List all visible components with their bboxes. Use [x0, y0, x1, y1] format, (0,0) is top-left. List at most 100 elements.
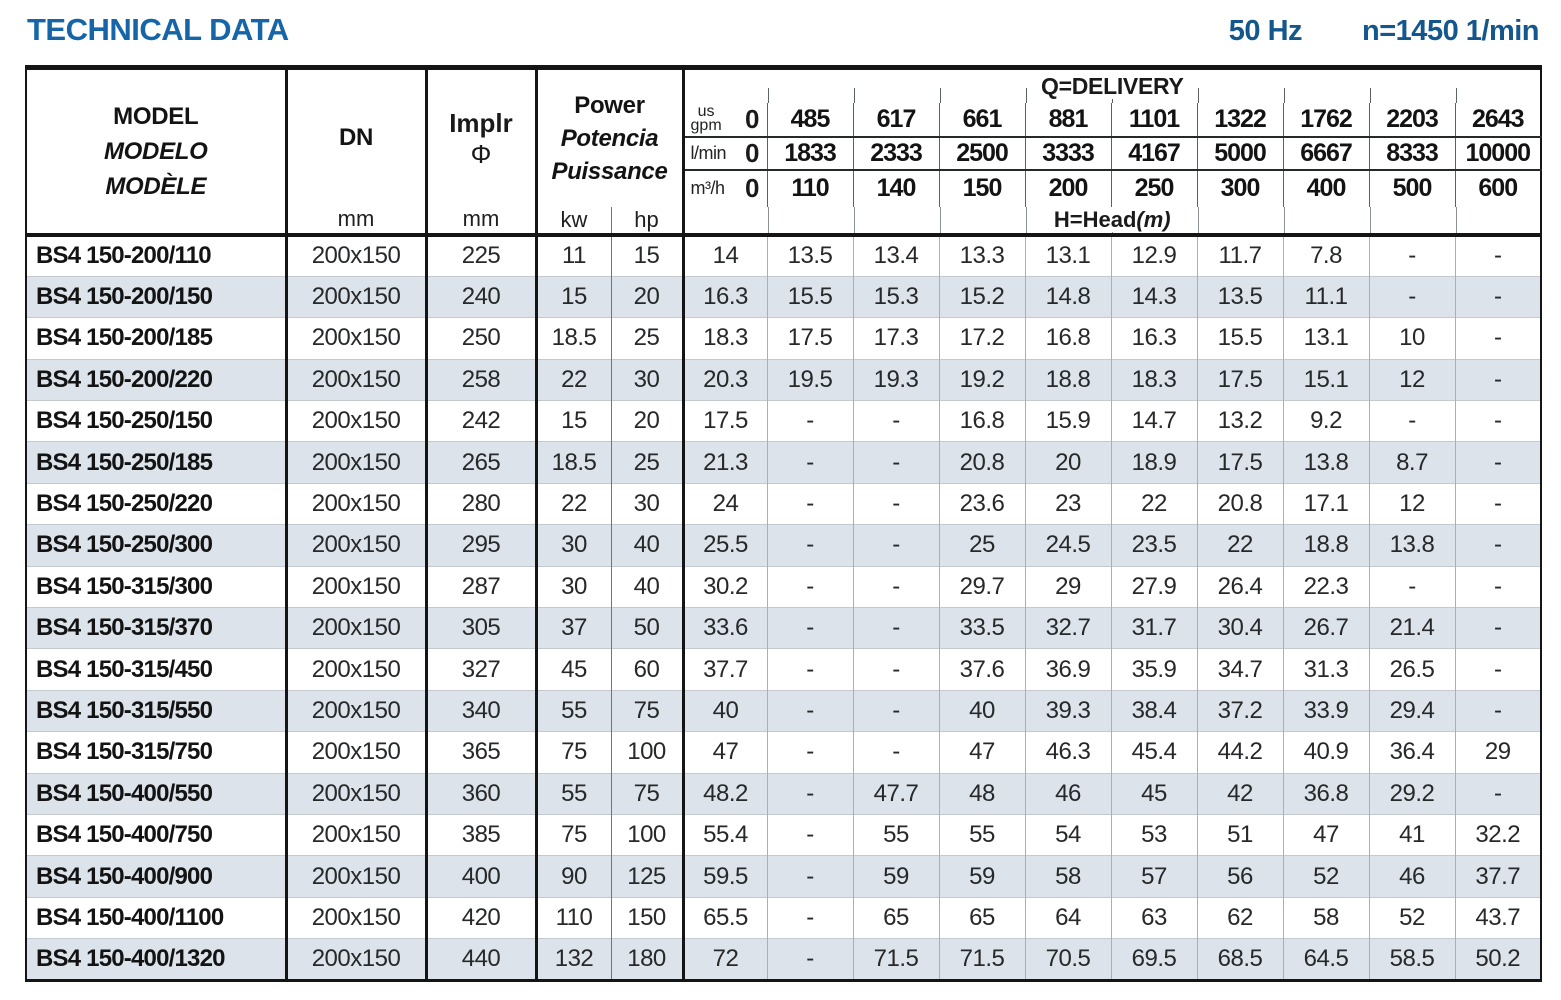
head-value-cell: 16.3 [1110, 317, 1198, 360]
head-value-cell: 12 [1368, 358, 1456, 401]
dn-cell: 200x150 [284, 317, 426, 360]
delivery-value: 10000 [1454, 136, 1542, 171]
head-value-cell: - [1454, 482, 1542, 525]
head-value-cell: 38.4 [1110, 689, 1198, 732]
head-value-cell: 65.5 [681, 896, 768, 939]
delivery-value: 3333 [1024, 136, 1112, 171]
head-value-cell: 55 [852, 813, 940, 856]
power-label-es: Potencia [560, 125, 659, 152]
head-value-cell: - [1454, 565, 1542, 608]
head-value-cell: 46.3 [1024, 731, 1112, 774]
head-value-cell: 20.8 [938, 441, 1026, 484]
head-value-cell: 13.4 [852, 235, 940, 277]
kw-cell: 15 [534, 275, 611, 318]
delivery-value: 617 [852, 102, 940, 138]
hp-cell: 20 [610, 400, 684, 442]
head-value-cell: 65 [852, 896, 940, 939]
head-value-cell: 17.1 [1282, 482, 1370, 525]
dn-cell: 200x150 [284, 400, 426, 442]
dn-cell: 200x150 [284, 607, 426, 649]
hp-cell: 15 [610, 235, 684, 277]
kw-cell: 30 [534, 565, 611, 608]
kw-cell: 22 [534, 482, 611, 525]
impeller-cell: 240 [424, 275, 536, 318]
head-value-cell: - [852, 607, 940, 649]
table-row: BS4 150-400/1100 200x150 420 110 150 65.5-65 6… [26, 896, 1542, 939]
head-value-cell: 10 [1368, 317, 1456, 360]
kw-cell: 45 [534, 648, 611, 691]
head-value-cell: 26.4 [1196, 565, 1284, 608]
head-value-cell: 53 [1110, 813, 1198, 856]
delivery-value: 140 [852, 169, 940, 207]
hp-cell: 180 [610, 938, 684, 981]
head-value-cell: 13.3 [938, 235, 1026, 277]
impeller-cell: 242 [424, 400, 536, 442]
impeller-diameter-symbol: Φ [470, 138, 492, 169]
head-value-cell: 15.1 [1282, 358, 1370, 401]
page-header: TECHNICAL DATA 50 Hz n=1450 1/min [27, 12, 1539, 48]
head-value-cell: 16.8 [938, 400, 1026, 442]
head-value-cell: 19.5 [766, 358, 854, 401]
head-value-cell: 46 [1024, 772, 1112, 815]
head-value-cell: - [1454, 689, 1542, 732]
model-cell: BS4 150-315/300 [26, 565, 286, 608]
dn-column-header: DN mm [284, 67, 426, 237]
head-value-cell: 25.5 [681, 524, 768, 567]
impeller-cell: 327 [424, 648, 536, 691]
head-value-cell: 11.1 [1282, 275, 1370, 318]
delivery-value: 1322 [1196, 102, 1284, 138]
lmin-unit-label: l/min [690, 142, 727, 163]
hp-cell: 100 [610, 731, 684, 774]
head-value-cell: 45.4 [1110, 731, 1198, 774]
head-value-cell: - [766, 482, 854, 525]
head-value-cell: 29.2 [1368, 772, 1456, 815]
head-value-cell: 35.9 [1110, 648, 1198, 691]
head-value-cell: 58.5 [1368, 938, 1456, 981]
head-value-cell: 15.2 [938, 275, 1026, 318]
technical-data-table: MODEL MODELO MODÈLE DN mm Implr Φ mm [25, 65, 1543, 982]
table-row: BS4 150-200/110 200x150 225 11 15 14 13.5 13.4 1… [26, 235, 1542, 277]
delivery-section-header: Q=DELIVERY [681, 67, 1542, 103]
head-value-cell: 17.3 [852, 317, 940, 360]
head-value-cell: - [766, 441, 854, 484]
head-value-cell: 47 [938, 731, 1026, 774]
kw-cell: 22 [534, 358, 611, 401]
head-value-cell: 31.3 [1282, 648, 1370, 691]
head-value-cell: 70.5 [1024, 938, 1112, 981]
head-value-cell: 40.9 [1282, 731, 1370, 774]
kw-cell: 18.5 [534, 317, 611, 360]
head-value-cell: 30.4 [1196, 607, 1284, 649]
head-value-cell: 47 [681, 731, 768, 774]
head-value-cell: 52 [1282, 855, 1370, 898]
head-value-cell: 43.7 [1454, 896, 1542, 939]
head-value-cell: - [1454, 441, 1542, 484]
m3h-unit-cell: m³/h 0 [681, 169, 768, 207]
impeller-cell: 287 [424, 565, 536, 608]
gpm-unit-label: us gpm [690, 103, 722, 135]
hp-column-label: hp [610, 207, 684, 237]
head-value-cell: 18.9 [1110, 441, 1198, 484]
hp-cell: 30 [610, 482, 684, 525]
model-cell: BS4 150-250/150 [26, 400, 286, 442]
model-cell: BS4 150-400/900 [26, 855, 286, 898]
table-row: BS4 150-315/750 200x150 365 75 100 47- -47 46.3… [26, 731, 1542, 774]
head-value-cell: 20.8 [1196, 482, 1284, 525]
model-cell: BS4 150-400/1320 [26, 938, 286, 981]
head-value-cell: 16.8 [1024, 317, 1112, 360]
dn-cell: 200x150 [284, 482, 426, 525]
head-value-cell: 44.2 [1196, 731, 1284, 774]
model-cell: BS4 150-315/450 [26, 648, 286, 691]
head-value-cell: 33.9 [1282, 689, 1370, 732]
model-cell: BS4 150-315/550 [26, 689, 286, 732]
table-row: BS4 150-250/220 200x150 280 22 30 24- -23.6 23 2… [26, 482, 1542, 525]
head-value-cell: 57 [1110, 855, 1198, 898]
table-row: BS4 150-400/900 200x150 400 90 125 59.5-59 59 5… [26, 855, 1542, 898]
impeller-cell: 250 [424, 317, 536, 360]
head-value-cell: - [1454, 358, 1542, 401]
hp-cell: 40 [610, 524, 684, 567]
head-value-cell: - [1454, 648, 1542, 691]
head-value-cell: 17.2 [938, 317, 1026, 360]
head-value-cell: - [766, 565, 854, 608]
m3h-unit-label: m³/h [690, 178, 726, 199]
delivery-value: 600 [1454, 169, 1542, 207]
